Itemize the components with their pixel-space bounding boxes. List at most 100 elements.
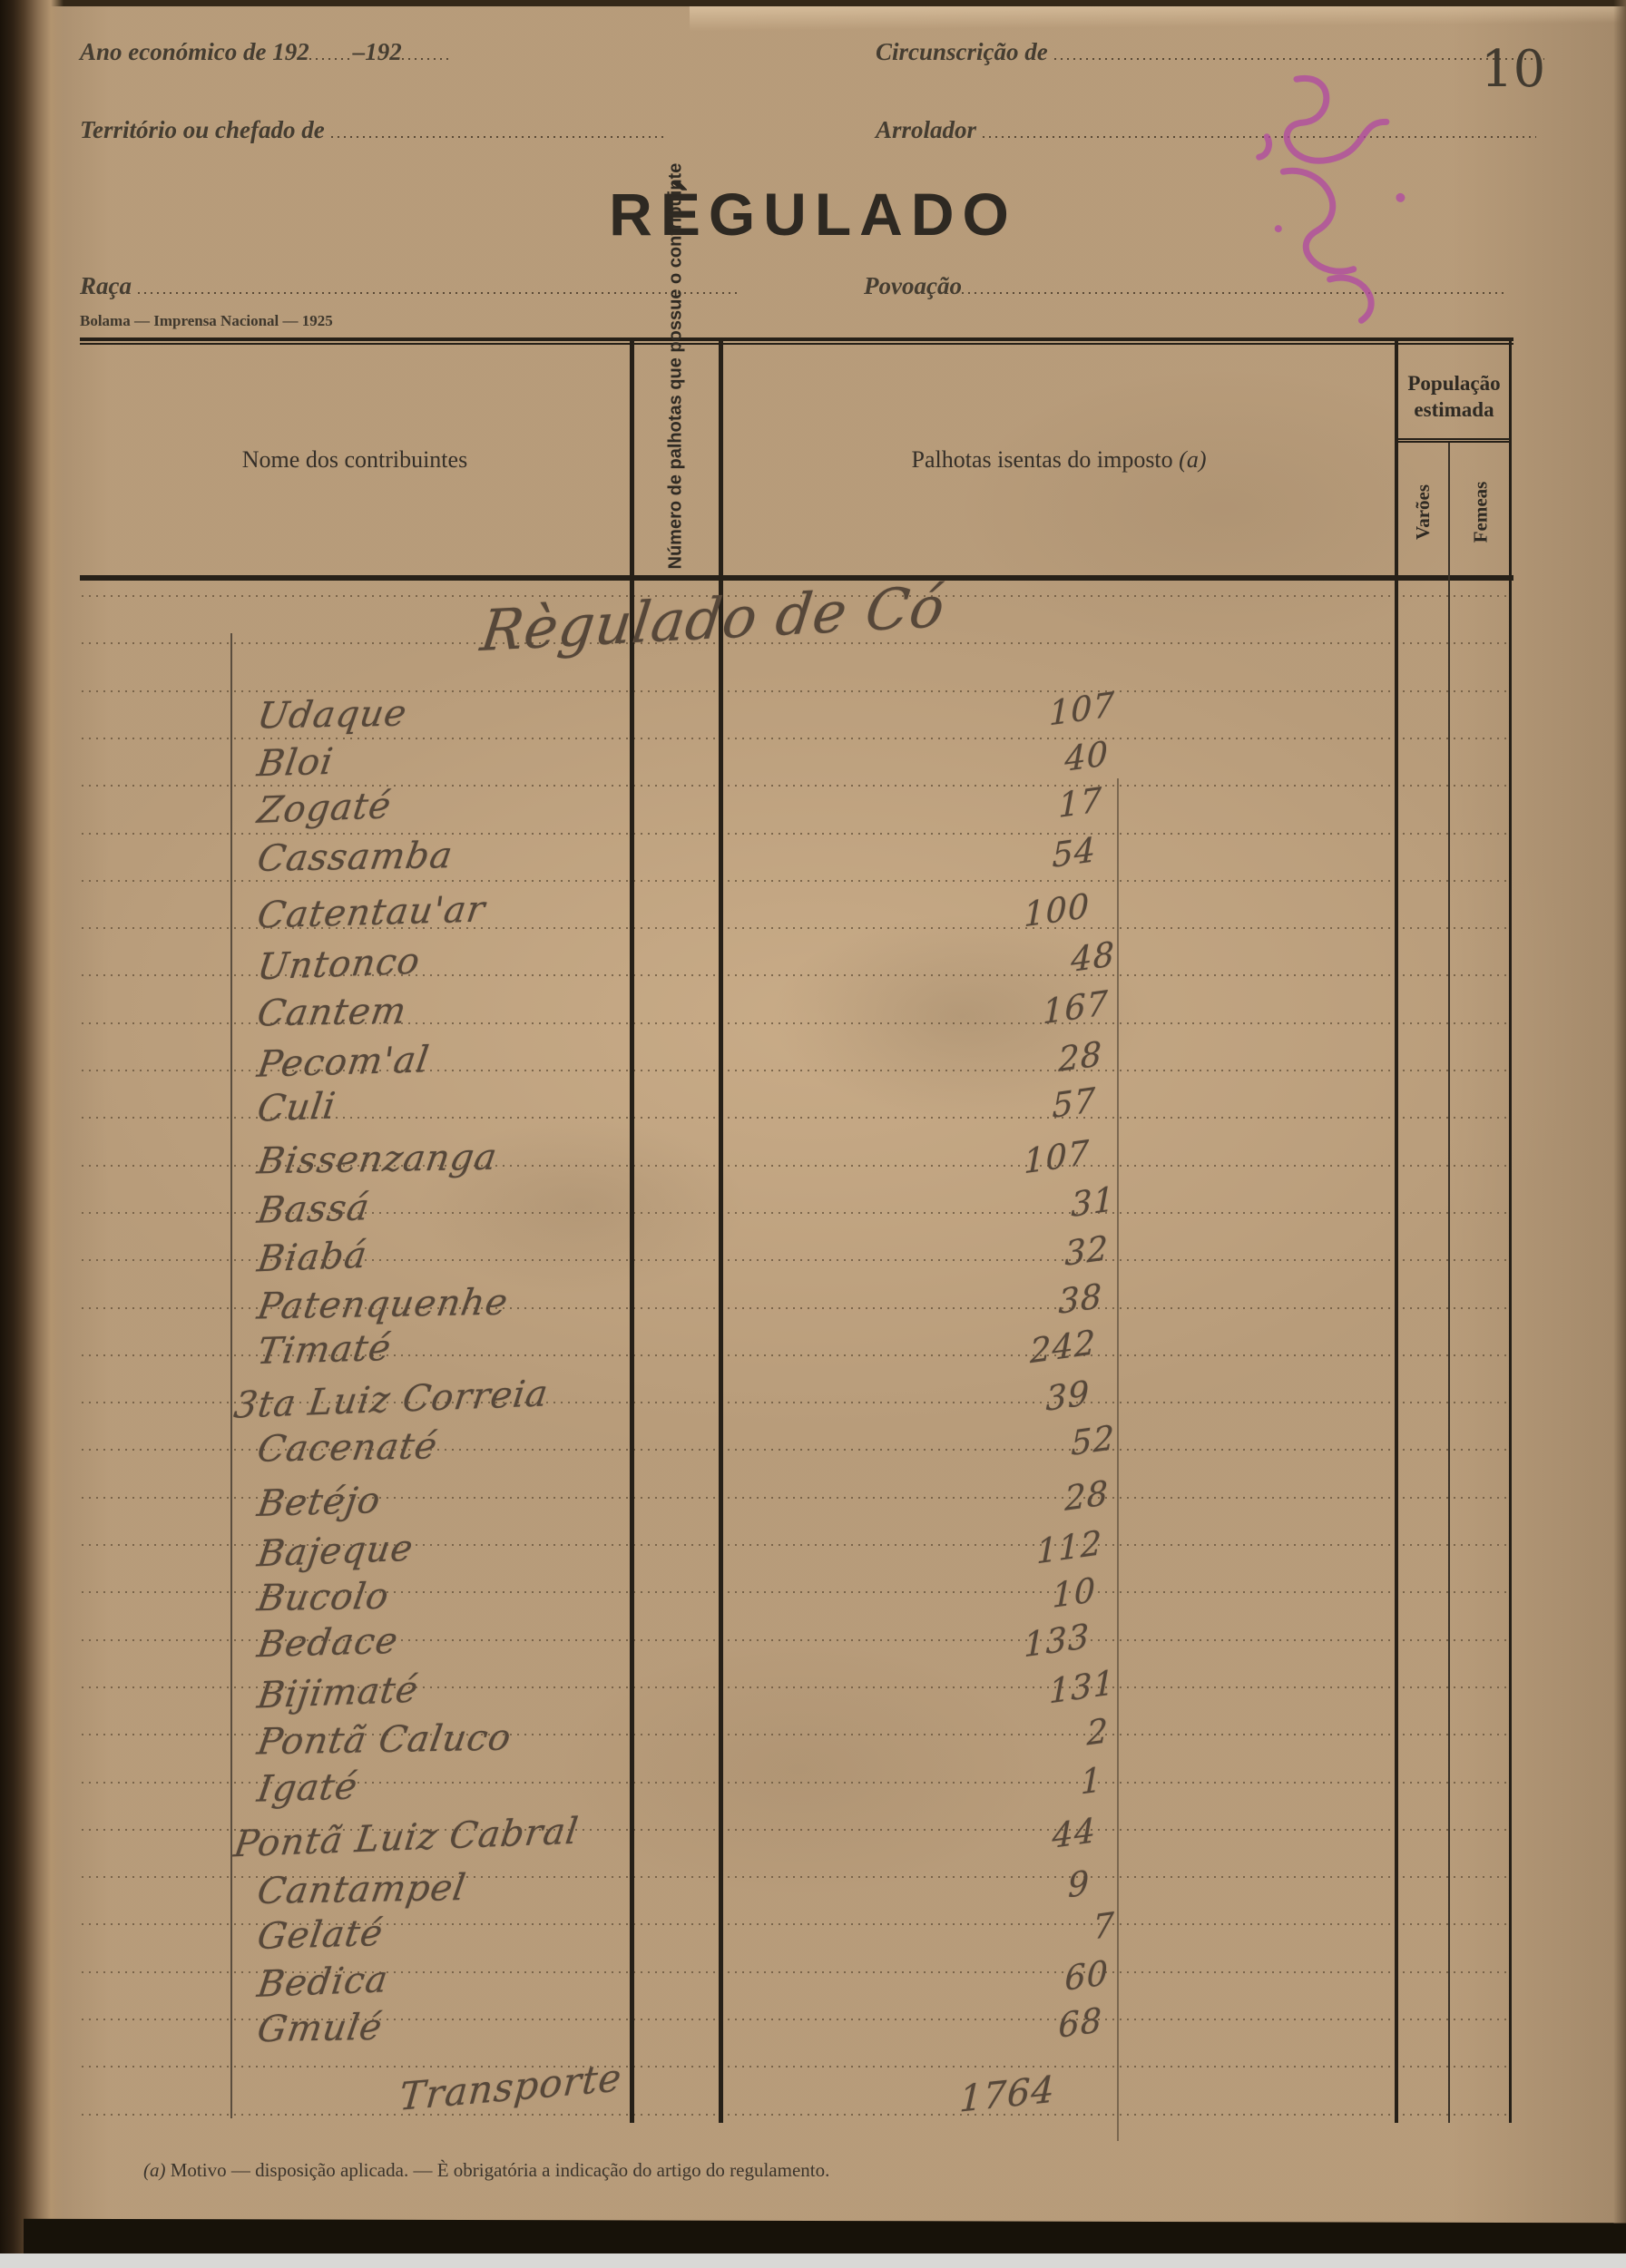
dotted-row-line: [82, 1638, 1512, 1641]
economic-year-line: Ano económico de 192 –192: [80, 38, 449, 66]
dotted-blank: [401, 40, 449, 60]
arrolador-line: Arrolador: [876, 116, 1536, 144]
dotted-row-line: [82, 595, 1512, 597]
contributor-name: Patenquenhe: [254, 1281, 512, 1328]
dotted-row-line: [82, 2066, 1512, 2068]
dotted-row-line: [82, 1022, 1512, 1024]
dotted-row-line: [82, 1544, 1512, 1546]
dotted-row-line: [82, 1070, 1512, 1071]
dotted-blank: [309, 40, 353, 60]
column-line: [1448, 443, 1450, 2123]
contributor-name: Igaté: [254, 1765, 361, 1811]
economic-year-label: Ano económico de 192: [80, 38, 309, 65]
economic-year-dash: –192: [352, 38, 402, 65]
raca-label: Raça: [80, 272, 132, 299]
dotted-row-line: [82, 1354, 1512, 1356]
column-line: [1395, 339, 1398, 2123]
contributor-name: Pontã Caluco: [254, 1716, 514, 1764]
dotted-row-line: [82, 642, 1512, 645]
contributor-name: Cantampel: [254, 1866, 469, 1913]
footnote-marker: (a): [143, 2159, 166, 2181]
circunscricao-label: Circunscrição de: [876, 38, 1048, 65]
hand-ruled-value-column-line: [1117, 778, 1119, 2141]
dotted-row-line: [82, 1970, 1512, 1973]
purple-ink-stamp: [1256, 74, 1406, 324]
dotted-row-line: [82, 1211, 1512, 1214]
table-header-bottom-rule: [80, 575, 1513, 581]
raca-line: Raça: [80, 272, 737, 300]
dotted-row-line: [82, 927, 1512, 930]
col-header-numero-palhotas: Número de palhotas que possue o contribu…: [665, 162, 685, 569]
contributor-name: Culi: [254, 1085, 339, 1130]
dotted-row-line: [82, 1781, 1512, 1784]
dotted-blank: [330, 118, 667, 138]
dotted-row-line: [82, 1402, 1512, 1404]
transporte-label: Transporte: [397, 2055, 624, 2119]
dotted-blank: [982, 118, 1536, 138]
col-header-palhotas-isentas: Palhotas isentas do imposto (a): [911, 446, 1207, 473]
page-right-edge: [1613, 0, 1626, 2268]
col-header-varoes: Varões: [1412, 484, 1434, 540]
populacao-divider-rule: [1396, 438, 1512, 443]
dotted-blank: [961, 274, 1506, 294]
povoacao-line: Povoação: [864, 272, 1506, 300]
contributor-name: Pontã Luiz Cabral: [230, 1810, 582, 1866]
form-title: RÈGULADO: [609, 181, 1017, 248]
footnote-ref: (a): [1179, 446, 1207, 473]
contributor-name: Zogaté: [254, 785, 395, 832]
territorio-line: Território ou chefado de: [80, 116, 667, 144]
contributor-name: Bedica: [254, 1959, 391, 2006]
transporte-total-value: 1764: [958, 2068, 1056, 2121]
contributor-name: Cantem: [254, 990, 410, 1035]
scanner-background: [0, 2253, 1626, 2268]
dotted-row-line: [82, 2019, 1512, 2020]
dotted-row-line: [82, 1686, 1512, 1688]
dotted-blank: [1053, 40, 1544, 60]
contributor-name: Bedace: [254, 1619, 401, 1667]
circunscricao-line: Circunscrição de: [876, 38, 1544, 66]
page-number: 10: [1481, 40, 1546, 99]
povoacao-label: Povoação: [864, 272, 962, 299]
col-header-nome: Nome dos contribuintes: [241, 446, 468, 473]
dotted-row-line: [82, 1923, 1512, 1926]
dotted-row-line: [82, 737, 1512, 739]
book-top-edge: [0, 0, 1626, 6]
col-header-femeas: Femeas: [1469, 481, 1492, 543]
column-line: [719, 339, 723, 2123]
dotted-row-line: [82, 1496, 1512, 1499]
contributor-name: Biabá: [254, 1234, 370, 1281]
dotted-blank: [137, 274, 737, 294]
dotted-row-line: [82, 785, 1512, 787]
contributor-name: Bassá: [254, 1187, 373, 1232]
contributor-name: Pecom'al: [254, 1039, 433, 1086]
footnote: (a) Motivo — disposição aplicada. — È ob…: [143, 2159, 830, 2181]
dotted-row-line: [82, 832, 1512, 835]
dotted-row-line: [82, 1164, 1512, 1167]
territorio-label: Território ou chefado de: [80, 116, 325, 143]
contributor-name: Bucolo: [254, 1575, 393, 1620]
dotted-row-line: [82, 1117, 1512, 1119]
contributor-name: Catentau'ar: [254, 888, 488, 937]
contributor-name: Udaque: [254, 692, 410, 738]
contributor-name: Bissenzanga: [254, 1136, 501, 1183]
col-header-populacao: População estimada: [1407, 372, 1501, 421]
dotted-row-line: [82, 1306, 1512, 1309]
contributor-name: 3ta Luiz Correia: [230, 1373, 552, 1427]
dotted-row-line: [82, 2113, 1512, 2116]
dotted-row-line: [82, 879, 1512, 882]
book-binding: [0, 0, 64, 2268]
column-line: [630, 339, 634, 2123]
contributor-name: Untonco: [254, 940, 423, 989]
contributor-name: Betéjo: [254, 1480, 384, 1525]
table-top-rule: [80, 337, 1513, 345]
printer-imprint: Bolama — Imprensa Nacional — 1925: [80, 312, 333, 329]
contributor-name: Timaté: [254, 1326, 395, 1374]
contributor-name: Bijimaté: [254, 1668, 422, 1717]
dotted-row-line: [82, 1449, 1512, 1452]
dotted-row-line: [82, 974, 1512, 977]
dotted-row-line: [82, 1876, 1512, 1879]
contributor-name: Gelaté: [254, 1911, 387, 1959]
contributor-name: Bajeque: [254, 1527, 416, 1576]
dotted-row-line: [82, 1591, 1512, 1594]
